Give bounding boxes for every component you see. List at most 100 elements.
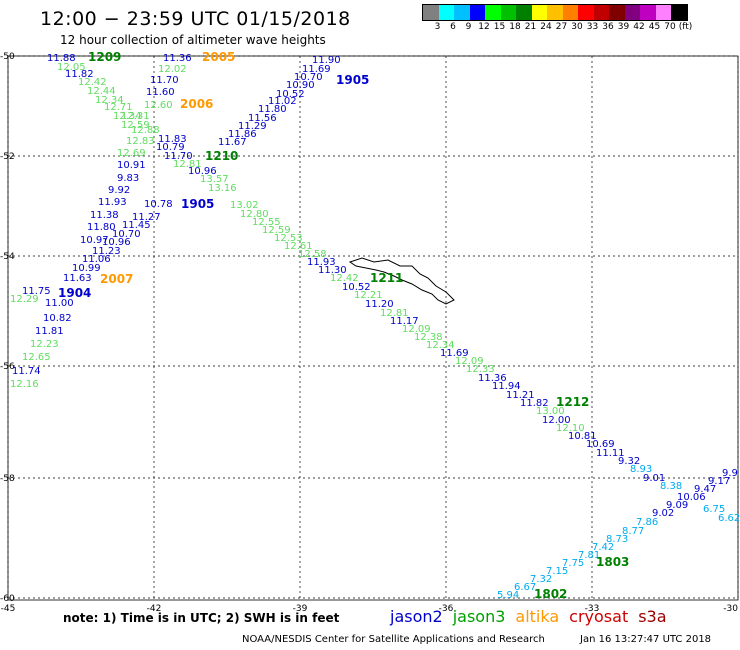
wave-height-label: 10.81 <box>568 431 597 442</box>
wave-height-label: 10.82 <box>43 313 72 324</box>
wave-height-label: 11.80 <box>258 104 287 115</box>
wave-height-label: 12.42 <box>330 273 359 284</box>
pass-time-label: 1905 <box>336 73 369 87</box>
wave-height-label: 10.69 <box>586 439 615 450</box>
lon-tick-label: -33 <box>585 604 600 614</box>
color-scale-swatch <box>593 5 609 20</box>
wave-height-label: 12.34 <box>95 95 124 106</box>
island-outline <box>348 257 455 305</box>
wave-height-label: 12.60 <box>144 100 173 111</box>
lon-tick-label: -45 <box>1 604 16 614</box>
wave-height-label: 9.47 <box>694 484 716 495</box>
wave-height-label: 13.57 <box>200 174 229 185</box>
wave-height-label: 6.67 <box>514 582 536 593</box>
wave-height-label: 11.86 <box>228 129 257 140</box>
color-scale-swatch <box>469 5 485 20</box>
wave-height-label: 7.75 <box>562 558 584 569</box>
lat-tick-label: -60 <box>0 594 15 604</box>
color-scale-tick: 21 <box>524 22 537 32</box>
wave-height-label: 12.10 <box>556 423 585 434</box>
wave-height-label: 12.33 <box>466 364 495 375</box>
wave-height-label: 12.83 <box>126 136 155 147</box>
wave-height-label: 9.9 <box>722 468 738 479</box>
wave-height-label: 11.30 <box>318 265 347 276</box>
wave-height-label: 12.81 <box>173 159 202 170</box>
wave-height-label: 11.29 <box>238 121 267 132</box>
wave-height-label: 11.36 <box>163 53 192 64</box>
color-scale-tick: 30 <box>571 22 583 32</box>
footer-timestamp: Jan 16 13:27:47 UTC 2018 <box>580 634 712 645</box>
wave-height-label: 8.38 <box>660 481 682 492</box>
wave-height-label: 7.42 <box>592 542 614 553</box>
pass-time-label: 2005 <box>202 50 235 64</box>
wave-height-label: 7.86 <box>636 517 658 528</box>
wave-height-label: 8.77 <box>622 526 644 537</box>
wave-height-label: 10.96 <box>188 166 217 177</box>
lon-tick-label: -30 <box>723 604 738 614</box>
wave-height-label: 11.88 <box>47 53 76 64</box>
color-scale-swatch <box>671 5 687 20</box>
wave-height-label: 10.70 <box>294 72 323 83</box>
wave-height-label: 11.63 <box>63 273 92 284</box>
wave-height-label: 12.00 <box>542 415 571 426</box>
wave-height-label: 12.09 <box>455 356 484 367</box>
color-scale-tick: 9 <box>465 22 472 32</box>
wave-height-label: 11.82 <box>65 69 94 80</box>
legend-cryosat: cryosat <box>569 607 629 626</box>
pass-time-labels: 1209 2005 2006 1905 1210 1905 2007 1904 1211 1212… <box>58 50 629 601</box>
wave-height-label: 12.80 <box>240 209 269 220</box>
wave-height-label: 12.42 <box>78 77 107 88</box>
wave-height-label: 11.21 <box>506 390 535 401</box>
wave-height-label: 11.27 <box>132 212 161 223</box>
wave-height-label: 13.00 <box>536 406 565 417</box>
wave-height-label: 10.91 <box>117 160 146 171</box>
wave-height-label: 12.69 <box>117 148 146 159</box>
pass-time-label: 1211 <box>370 271 403 285</box>
wave-height-label: 9.01 <box>643 473 665 484</box>
wave-height-label: 11.36 <box>478 373 507 384</box>
wave-height-label: 7.32 <box>530 574 552 585</box>
wave-height-label: 8.73 <box>606 534 628 545</box>
wave-height-label: 11.74 <box>12 366 41 377</box>
wave-height-label: 12.58 <box>298 249 327 260</box>
wave-height-label: 9.17 <box>708 476 730 487</box>
wave-height-label: 11.82 <box>520 398 549 409</box>
wave-height-label: 11.69 <box>440 348 469 359</box>
wave-height-label: 11.20 <box>365 299 394 310</box>
wave-height-label: 6.75 <box>703 504 725 515</box>
map-frame <box>7 55 739 601</box>
color-scale-swatch <box>423 5 439 20</box>
color-scale-tick: 24 <box>540 22 552 32</box>
pass-time-label: 1209 <box>88 50 121 64</box>
color-scale-tick: 42 <box>633 22 645 32</box>
wave-height-label: 12.59 <box>262 225 291 236</box>
wave-height-label: 11.67 <box>218 137 247 148</box>
lat-tick-label: -54 <box>0 252 15 262</box>
wave-height-label: 11.80 <box>87 222 116 233</box>
color-scale-tick: 18 <box>509 22 521 32</box>
wave-height-label: 10.52 <box>276 89 305 100</box>
wave-height-label: 12.88 <box>131 125 160 136</box>
pass-time-label: 1212 <box>556 395 589 409</box>
wave-height-label: 12.29 <box>10 294 39 305</box>
legend-jason2: jason2 <box>390 607 443 626</box>
color-scale-tick: 12 <box>478 22 490 32</box>
lat-tick-label: -50 <box>0 52 15 62</box>
color-scale-tick: 33 <box>586 22 599 32</box>
pass-time-label: 2007 <box>100 272 133 286</box>
wave-height-label: 12.34 <box>426 340 455 351</box>
wave-height-label: 11.70 <box>150 75 179 86</box>
wave-height-label: 11.02 <box>268 96 297 107</box>
wave-height-label: 12.21 <box>354 290 383 301</box>
wave-height-label: 11.81 <box>35 326 64 337</box>
pass-time-label: 1905 <box>181 197 214 211</box>
wave-height-label: 12.31 <box>121 111 150 122</box>
wave-height-label: 12.02 <box>158 64 187 75</box>
wave-height-label: 9.83 <box>117 173 139 184</box>
wave-height-label: 11.06 <box>82 254 111 265</box>
color-scale-tick: 15 <box>493 22 506 32</box>
color-scale-swatch <box>438 5 454 20</box>
pass-time-label: 2006 <box>180 97 213 111</box>
wave-height-label: 12.55 <box>252 217 281 228</box>
color-scale-tick: 36 <box>602 22 614 32</box>
